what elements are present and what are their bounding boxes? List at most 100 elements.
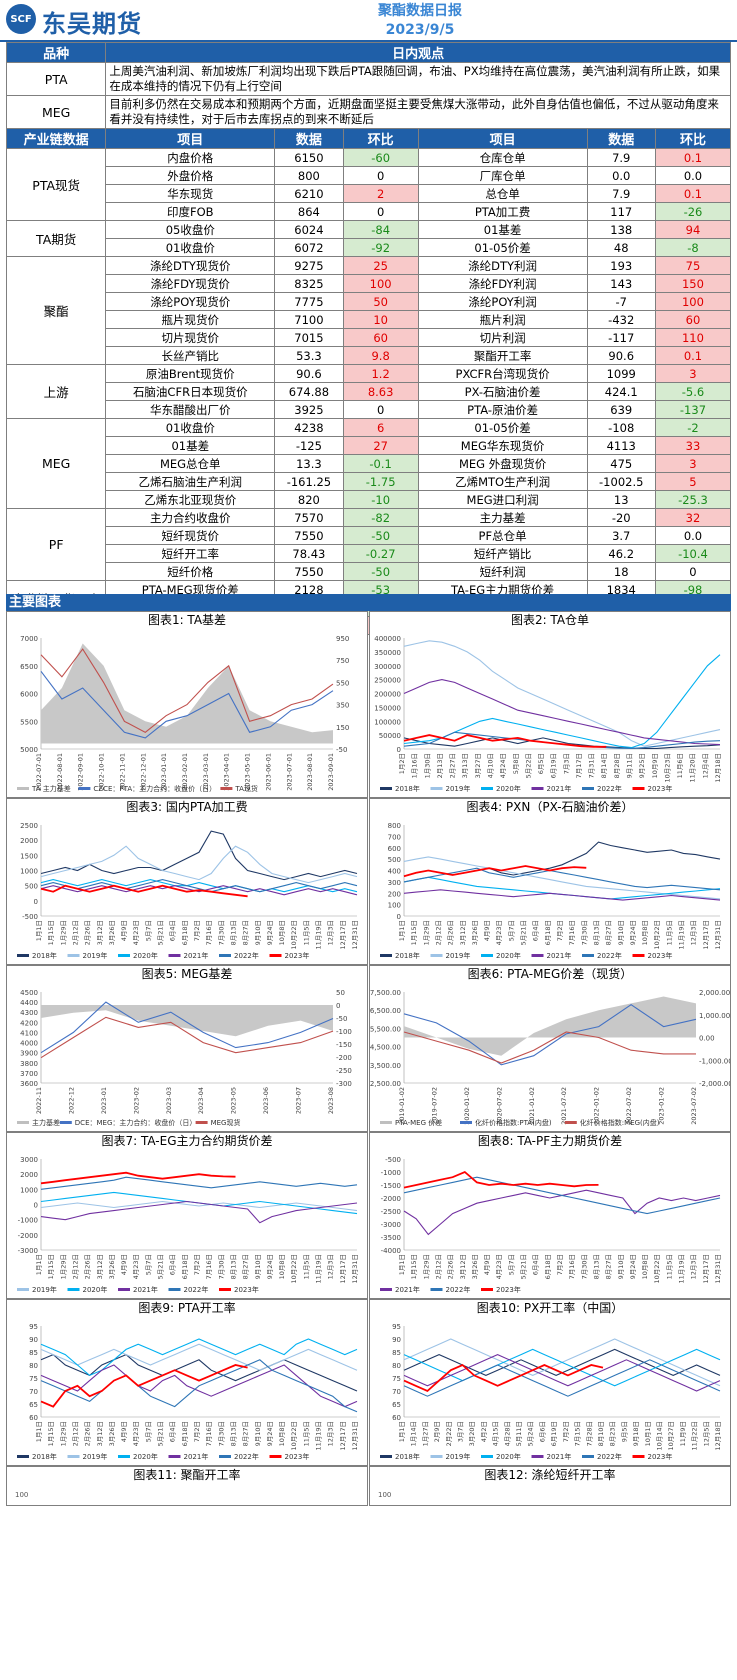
legend-label: 2022年 — [597, 951, 622, 960]
y-tick-label: 95 — [392, 1323, 401, 1331]
table-row: 短纤现货价 7550 -50 PF总仓单 3.7 0.0 — [7, 526, 732, 545]
x-tick-label: 2023-06 — [262, 1087, 270, 1114]
x-tick-label: 2022-11-01 — [118, 753, 126, 791]
table-row: MEG 01收盘价 4238 6 01-05价差 -108 -2 — [5, 418, 732, 509]
y-tick-label: 60 — [392, 1414, 401, 1422]
legend-label: 2019年 — [446, 951, 471, 960]
item-label: 乙烯石脑油生产利润 — [105, 472, 276, 491]
legend-label: 2022年 — [597, 784, 622, 793]
y-tick-label: 3000 — [20, 1156, 38, 1164]
change-cell: -0.1 — [342, 454, 419, 473]
chart-panel: 图表6: PTA-MEG价差（现货） 7,500.00 6,500.00 5,500.… — [369, 965, 731, 1132]
value-cell: 7100 — [274, 310, 344, 329]
value-cell: 864 — [274, 202, 344, 221]
y-tick-label: 6,500.00 — [370, 1007, 401, 1015]
x-tick-label: 10月9日 — [651, 753, 659, 778]
chart-svg: 400000 350000 300000 250000 200000 150000 1000… — [374, 635, 722, 793]
x-tick-label: 3月12日 — [96, 1254, 104, 1279]
series-area — [404, 996, 696, 1056]
table-row: 华东现货 6210 2 总仓单 7.9 0.1 — [7, 184, 732, 203]
x-tick-label: 10月1日 — [644, 1421, 652, 1446]
y-tick-label: 150000 — [374, 704, 401, 712]
x-tick-label: 2020-01-02 — [463, 1087, 471, 1125]
series-area — [41, 643, 333, 744]
x-tick-label: 3月26日 — [108, 1254, 116, 1279]
value-cell: 90.6 — [274, 364, 344, 383]
chart-panel: 图表4: PXN（PX-石脑油价差） 800 700 600 500 400 300 200 1… — [369, 798, 731, 965]
item-label: 切片现货价 — [105, 328, 276, 347]
company-logo-icon: SCF — [6, 4, 36, 34]
y-tick-label: 2000 — [20, 837, 38, 845]
legend-swatch — [632, 1455, 645, 1458]
x-tick-label: 8月13日 — [229, 1254, 237, 1279]
x-tick-label: 2023-08-01 — [306, 753, 314, 791]
y-tick-label: 65 — [392, 1401, 401, 1409]
y-tick-label: 100 — [388, 902, 401, 910]
series-line — [40, 648, 334, 733]
x-tick-label: 3月12日 — [459, 920, 467, 945]
x-tick-label: 3月13日 — [461, 753, 469, 778]
x-tick-label: 10月22日 — [290, 1421, 298, 1451]
table-row: 切片现货价 7015 60 切片利润 -117 110 — [7, 328, 732, 347]
x-tick-label: 5月7日 — [144, 1254, 152, 1275]
y-tick-label: 3,500.00 — [370, 1062, 401, 1070]
change-cell: 150 — [654, 274, 732, 293]
x-tick-label: 9月24日 — [629, 920, 637, 945]
series-line — [403, 1363, 604, 1393]
y-tick-label: -1000 — [381, 1169, 401, 1177]
category-cell: TA期货 — [5, 220, 107, 257]
x-tick-label: 2022-09-01 — [77, 753, 85, 791]
change-cell: 110 — [654, 328, 732, 347]
x-tick-label: 1月29日 — [422, 920, 430, 945]
legend-swatch — [632, 787, 645, 790]
y-tick-label: 90 — [29, 1336, 38, 1344]
x-tick-label: 6月5日 — [537, 753, 545, 774]
x-tick-label: 7月30日 — [580, 920, 588, 945]
item-label: 华东醋酸出厂价 — [105, 400, 276, 419]
y2-tick-label: 2,000.00 — [699, 989, 730, 997]
x-tick-label: 8月23日 — [609, 1421, 617, 1446]
x-tick-label: 11月9日 — [679, 1421, 687, 1446]
data-table: 品种 日内观点 PTA 上周美汽油利润、新加坡炼厂利润均出现下跌后PTA跟随回调… — [5, 42, 732, 635]
chart-title: 图表12: 涤纶短纤开工率 — [484, 1468, 616, 1482]
x-tick-label: 12月18日 — [714, 1421, 722, 1451]
x-tick-label: 2019-01-02 — [398, 1087, 406, 1125]
legend-label: TA 主力基差 — [31, 784, 71, 793]
legend-swatch — [380, 1121, 392, 1124]
item-label: 01基差 — [105, 436, 276, 455]
series-line — [40, 1171, 236, 1185]
value-cell: 46.2 — [586, 544, 656, 563]
x-tick-label: 5月11日 — [515, 1421, 523, 1446]
chart-panel: 图表9: PTA开工率 95 90 85 80 75 70 65 60 1月1日 1月15日 1月29… — [6, 1299, 368, 1466]
x-tick-label: 11月20日 — [689, 753, 697, 783]
x-tick-label: 4月23日 — [132, 1421, 140, 1446]
x-tick-label: 2月12日 — [71, 1421, 79, 1446]
series-line — [40, 885, 358, 896]
x-tick-label: 6月4日 — [532, 920, 540, 941]
chart-panel: 图表11: 聚酯开工率 100 — [6, 1466, 368, 1506]
legend-swatch — [219, 1288, 231, 1291]
change-cell: -50 — [342, 562, 419, 581]
legend-label: 2018年 — [32, 951, 57, 960]
legend-label: 2022年 — [234, 1452, 259, 1461]
change-cell: 0.1 — [654, 346, 732, 365]
x-tick-label: 9月10日 — [254, 920, 262, 945]
y-tick-label: 1000 — [20, 868, 38, 876]
legend-label: 2022年 — [597, 1452, 622, 1461]
item-label: 仓库仓单 — [417, 148, 588, 167]
x-tick-label: 3月26日 — [108, 1421, 116, 1446]
chart-panel: 图表12: 涤纶短纤开工率 100 — [369, 1466, 731, 1506]
change-cell: 0 — [654, 562, 732, 581]
value-cell: 424.1 — [586, 382, 656, 401]
item-label: 主力合约收盘价 — [105, 508, 276, 527]
value-cell: 13.3 — [274, 454, 344, 473]
x-tick-label: 6月6日 — [538, 1421, 546, 1442]
y-tick-label: 90 — [392, 1336, 401, 1344]
x-tick-label: 12月3日 — [327, 920, 335, 945]
item-label: 05收盘价 — [105, 220, 276, 239]
y-tick-label: 50000 — [379, 732, 401, 740]
x-tick-label: 6月4日 — [169, 1254, 177, 1275]
chart-title: 图表9: PTA开工率 — [138, 1301, 236, 1315]
table-row: 印度FOB 864 0 PTA加工费 117 -26 — [7, 202, 732, 221]
